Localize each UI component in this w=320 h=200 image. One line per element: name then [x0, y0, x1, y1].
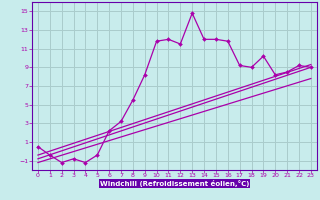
X-axis label: Windchill (Refroidissement éolien,°C): Windchill (Refroidissement éolien,°C) — [100, 180, 249, 187]
